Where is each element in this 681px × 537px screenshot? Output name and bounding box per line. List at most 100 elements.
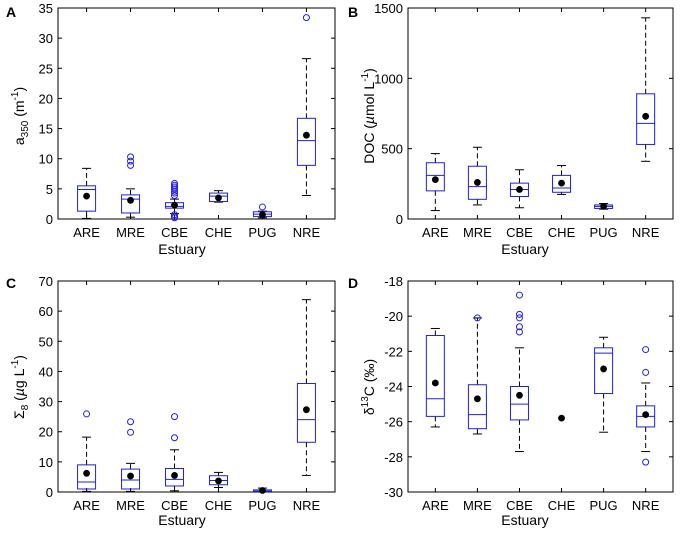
panel-c-mre-outlier — [127, 428, 135, 436]
panel-c-ytick-label: 60 — [39, 304, 53, 319]
panel-a-xlabel: Estuary — [158, 241, 205, 257]
panel-a-axes-frame — [57, 7, 336, 220]
panel-d-xlabel: Estuary — [501, 512, 548, 528]
panel-a-ytick-label: 10 — [39, 152, 53, 167]
panel-c-mre-outlier — [127, 418, 135, 426]
panel-d-cbe-box — [509, 386, 529, 421]
panel-d-nre-mean — [642, 411, 650, 419]
panel-d-ytick-label: -24 — [384, 380, 403, 395]
panel-d-axes-frame — [407, 280, 674, 493]
panel-d-ytick-label: -22 — [384, 344, 403, 359]
panel-d-pug-mean — [600, 365, 607, 373]
panel-c-xlabel: Estuary — [158, 512, 205, 528]
panel-d-xtick-label-cbe: CBE — [506, 498, 533, 513]
panel-a-cbe-outlier — [171, 185, 179, 193]
panel-c-ytick-label: 20 — [39, 425, 53, 440]
panel-b-xtick-label-cbe: CBE — [506, 225, 533, 240]
panel-a-are-box — [77, 185, 97, 212]
panel-c-ytick-label: 70 — [39, 274, 53, 289]
panel-b-che-mean — [558, 179, 565, 187]
panel-c-xtick-label-pug: PUG — [248, 498, 276, 513]
panel-d-cbe-outlier — [515, 323, 523, 331]
panel-d-xtick-label-nre: NRE — [632, 498, 660, 513]
panel-d-letter: D — [348, 275, 358, 291]
panel-a-mre-outlier — [127, 157, 135, 165]
panel-b-ytick-label: 1500 — [374, 1, 403, 16]
panel-d-nre-outlier — [642, 458, 650, 466]
panel-d-xtick-label-pug: PUG — [590, 498, 618, 513]
panel-c-xtick-label-cbe: CBE — [161, 498, 188, 513]
panel-b-are-mean — [431, 176, 439, 184]
panel-a-mre-mean — [127, 196, 134, 204]
panel-a-ytick-label: 25 — [39, 61, 53, 76]
panel-d-ytick-label: -18 — [384, 274, 403, 289]
panel-b-xtick-label-mre: MRE — [463, 225, 492, 240]
panel-c-mre-box — [121, 468, 141, 490]
panel-a-are-mean — [83, 192, 90, 200]
panel-a-che-box — [208, 192, 228, 203]
panel-c-cbe-mean — [171, 472, 178, 479]
panel-b: B DOC (µmol L-1) Estuary 0 500 1000 1500 ARE… — [348, 1, 674, 257]
panel-a-cbe-outlier — [171, 191, 179, 199]
panel-a-cbe-outlier — [171, 181, 179, 189]
panel-d-mre-mean — [474, 395, 481, 403]
panel-a-xtick-label-pug: PUG — [248, 225, 276, 240]
panel-c-cbe-box — [165, 467, 185, 487]
panel-a-pug-outlier — [258, 203, 266, 211]
panel-d-xtick-label-mre: MRE — [463, 498, 492, 513]
panel-c-nre-mean — [303, 406, 310, 414]
panel-a-mre-box — [121, 194, 141, 214]
panel-c-ytick-label: 10 — [39, 455, 53, 470]
panel-d-cbe-outlier — [515, 291, 523, 299]
panel-b-mre-mean — [474, 179, 481, 186]
panel-c-letter: C — [6, 275, 16, 291]
panel-a-cbe-outlier — [171, 211, 179, 219]
panel-a-cbe-outlier — [171, 213, 179, 221]
panel-d-mre-outlier — [473, 314, 481, 322]
panel-d-pug-box — [594, 347, 614, 395]
panel-a-ytick-label: 30 — [39, 31, 53, 46]
panel-d-xtick-label-che: CHE — [548, 498, 576, 513]
panel-b-ytick-label: 0 — [396, 212, 403, 227]
panel-b-xtick-label-nre: NRE — [632, 225, 660, 240]
panel-b-pug-mean — [600, 202, 607, 210]
panel-a-cbe-outlier — [171, 179, 179, 187]
panel-a-nre-mean — [303, 131, 310, 139]
panel-a-xtick-label-cbe: CBE — [161, 225, 188, 240]
panel-c-are-mean — [83, 469, 90, 477]
panel-d-cbe-outlier — [515, 328, 523, 336]
panel-b-ytick-label: 1000 — [374, 71, 403, 86]
panel-a-ytick-label: 15 — [39, 122, 53, 137]
panel-d-cbe-outlier — [515, 314, 523, 322]
panel-d: D δ13C (‰) Estuary -30 -28 -26 -24 -22 -20 -18… — [348, 274, 674, 528]
panel-d-cbe-mean — [516, 391, 523, 399]
panel-b-xlabel: Estuary — [501, 241, 548, 257]
panel-a-letter: A — [6, 4, 16, 20]
panel-b-xtick-label-pug: PUG — [590, 225, 618, 240]
panel-b-are-box — [425, 162, 445, 192]
panel-c-xtick-label-mre: MRE — [116, 498, 145, 513]
panel-c-cbe-outlier — [171, 413, 179, 421]
panel-a-cbe-mean — [171, 201, 178, 209]
panel-c: C Σ8 (µg L-1) Estuary 0 10 20 30 40 50 60 70 ARE… — [6, 274, 336, 528]
panel-b-ylabel: DOC (µmol L-1) — [360, 68, 377, 164]
panel-a-nre-box — [296, 117, 316, 166]
panel-d-are-box — [425, 335, 445, 417]
panel-b-axes-frame — [407, 7, 674, 220]
panel-d-che-mean — [558, 414, 565, 422]
panel-d-cbe-outlier — [515, 310, 523, 318]
panel-c-ytick-label: 50 — [39, 334, 53, 349]
panel-a-ytick-label: 0 — [46, 212, 53, 227]
panel-a-pug-mean — [259, 211, 266, 219]
panel-a-mre-outlier — [127, 161, 135, 169]
panel-c-nre-box — [296, 382, 316, 443]
panel-a: A a350 (m-1) Estuary 0 5 10 15 20 25 30 35 ARE MR… — [6, 1, 336, 257]
panel-b-nre-box — [636, 93, 656, 145]
panel-d-ytick-label: -28 — [384, 450, 403, 465]
panel-b-cbe-mean — [516, 186, 523, 193]
panel-c-xtick-label-nre: NRE — [293, 498, 321, 513]
panel-a-ytick-label: 5 — [46, 182, 53, 197]
panel-b-mre-box — [467, 165, 487, 200]
panel-d-are-mean — [431, 379, 439, 387]
